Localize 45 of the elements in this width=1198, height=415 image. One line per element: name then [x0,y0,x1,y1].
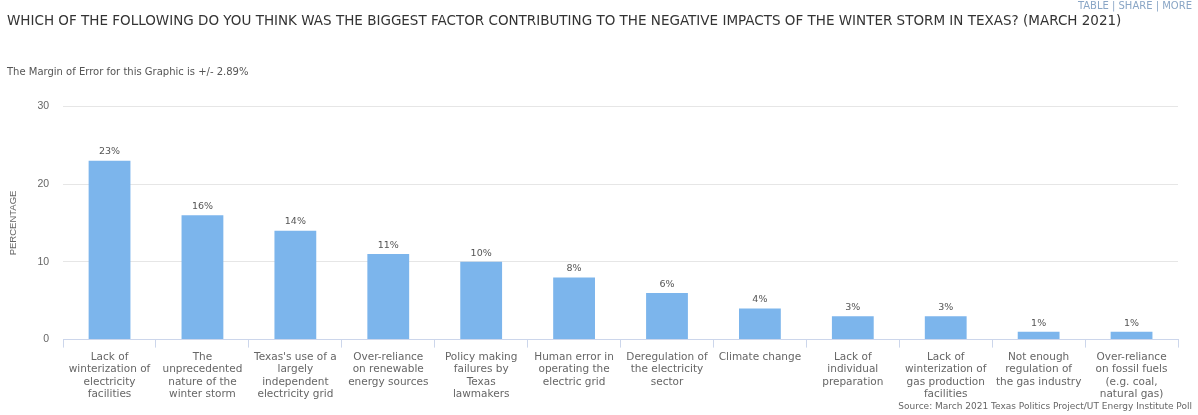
data-label: 23% [98,145,121,157]
x-tick-label: Not enough regulation of the gas industry [995,349,1082,387]
data-label: 8% [566,262,582,274]
bar [739,308,781,340]
x-tick-label: Texas's use of a largely independent electricity grid [253,349,337,400]
x-tick-label: Over-reliance on renewable energy sources [348,349,429,387]
data-label: 3% [938,300,954,312]
x-tick-label: Deregulation of the electricity sector [626,349,708,387]
data-label: 3% [845,300,861,312]
x-tick-label: Lack of individual preparation [822,349,884,387]
y-tick-label: 20 [37,176,50,189]
chart-title: WHICH OF THE FOLLOWING DO YOU THINK WAS THE BIGGEST FACTOR CONTRIBUTING TO THE NEGATIVE IMPACTS OF THE WINTER STORM IN TEXAS? (MARCH 2021) [7,12,1123,30]
data-label: 10% [470,246,492,258]
bar [274,230,317,340]
x-tick-label: Human error in operating the electric grid [534,349,614,387]
x-tick-label: Over-reliance on fossil fuels (e.g. coal, natural gas) [1095,349,1168,400]
y-axis-title: PERCENTAGE [7,190,19,256]
data-label: 4% [752,293,768,305]
data-label: 16% [191,199,214,211]
x-tick-label: Lack of winterization of gas production facilities [904,349,987,400]
data-label: 11% [377,238,399,250]
bar [553,277,595,340]
source-note: Source: March 2021 Texas Politics Project/UT Energy Institute Poll [898,401,1192,411]
data-label: 1% [1031,316,1047,328]
bar [367,254,410,340]
bar [181,215,224,340]
bar [831,316,874,340]
bar [88,160,131,340]
x-tick-label: Climate change [718,349,802,362]
x-tick-label: Lack of winterization of electricity facilities [68,349,151,400]
bar [1017,331,1060,340]
y-tick-label: 10 [37,254,50,267]
y-tick-label: 30 [37,99,50,112]
data-label: 1% [1124,316,1140,328]
text: TABLE | SHARE | MORE [1077,0,1192,11]
y-tick-label: 0 [43,332,50,345]
chart-subtitle: The Margin of Error for this Graphic is +/- 2.89% [7,66,249,77]
bar [1110,331,1153,340]
x-tick-label: Policy making failures by Texas lawmakers [444,349,518,400]
data-label: 14% [284,215,306,227]
bar [460,261,503,340]
data-label: 6% [659,277,675,289]
bar [924,316,967,340]
x-tick-label: The unprecedented nature of the winter storm [162,349,243,400]
bar [646,292,688,340]
